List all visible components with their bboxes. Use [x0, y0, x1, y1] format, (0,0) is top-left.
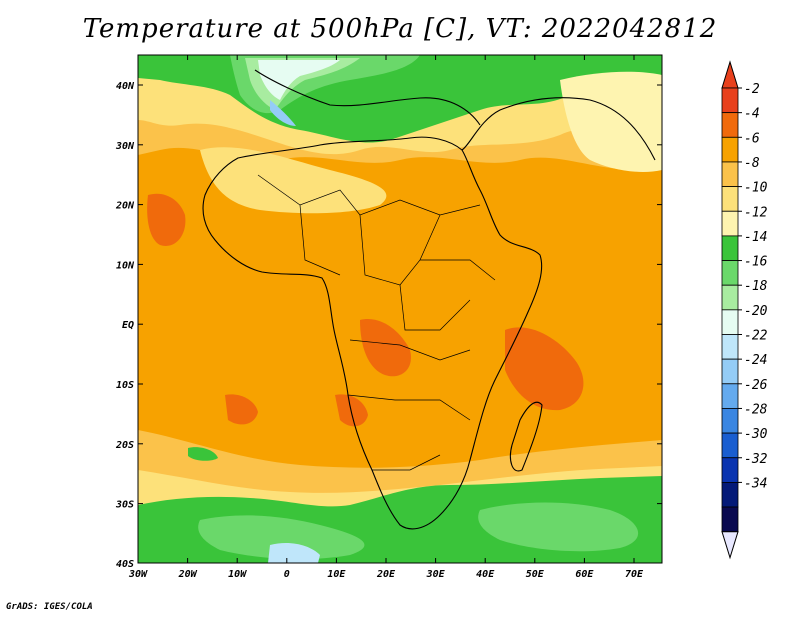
hot-spot-atlantic	[225, 394, 258, 425]
lat-label: EQ	[122, 320, 134, 331]
green-blob-atlantic	[188, 447, 218, 461]
arabia-coastline	[461, 97, 656, 161]
latitude-axis: 40N 30N 20N 10N EQ 10S 20S 30S 40S	[115, 81, 662, 570]
hot-spot-indian-ocean	[505, 327, 584, 411]
colorbar-label: -16	[744, 255, 768, 270]
colorbar-label: -26	[744, 378, 768, 393]
lat-label: 40S	[116, 559, 134, 570]
colorbar-segment	[721, 358, 739, 385]
coastlines	[202, 69, 656, 530]
map-title: Temperature at 500hPa [C], VT: 202204281…	[82, 14, 718, 44]
colorbar-label: -28	[744, 402, 768, 417]
lat-label: 30S	[115, 500, 134, 511]
band-blue-north	[270, 100, 296, 126]
colorbar-label: -24	[744, 353, 767, 368]
band-light-green-southeast	[478, 502, 639, 552]
band-light-blue-south	[268, 543, 320, 563]
lon-label: 50E	[526, 569, 545, 580]
colorbar-label: -32	[744, 452, 768, 467]
lon-label: 60E	[575, 569, 594, 580]
colorbar-label: -2	[744, 82, 760, 97]
colorbar-segment	[721, 235, 739, 261]
colorbar-segment	[721, 112, 739, 138]
colorbar-segment	[721, 136, 739, 163]
lon-label: 70E	[625, 569, 644, 580]
band-pale-blue-north	[258, 60, 340, 100]
colorbar-segment	[721, 334, 739, 360]
lon-label: 20E	[376, 569, 396, 580]
colorbar-segment	[721, 260, 739, 286]
lon-label: 10E	[327, 569, 346, 580]
band-pale-yellow-arabia	[560, 71, 662, 172]
lon-label: 0	[284, 569, 290, 580]
colorbar-label: -30	[744, 427, 768, 442]
madagascar-coastline	[509, 401, 543, 472]
lat-label: 30N	[115, 141, 135, 152]
colorbar-bottom-arrow	[721, 531, 739, 560]
africa-coastline	[202, 136, 543, 530]
colorbar-segment	[721, 210, 739, 237]
colorbar-label: -10	[744, 181, 768, 196]
lat-label: 10N	[116, 260, 135, 271]
mediterranean-coastline	[254, 69, 481, 126]
band-light-green-south	[198, 515, 365, 560]
colorbar-label: -20	[744, 304, 768, 319]
lon-label: 30W	[128, 569, 148, 580]
band-yellow-sahara	[200, 147, 387, 214]
longitude-axis: 30W 20W 10W 0 10E 20E 30E 40E 50E 60E 70E	[128, 55, 644, 580]
colorbar-label: -6	[744, 131, 760, 146]
colorbar-segment	[721, 457, 739, 483]
colorbar-segment	[721, 432, 739, 459]
lat-label: 20N	[115, 201, 135, 212]
colorbar-segment	[721, 408, 739, 434]
lat-label: 40N	[116, 81, 135, 92]
colorbar: -2 -4 -6 -8 -10 -12 -14 -16 -18 -20 -22 -24 -26 -28 -3…	[721, 60, 768, 560]
colorbar-segment	[721, 481, 739, 508]
colorbar-label: -8	[744, 156, 760, 171]
colorbar-segment	[721, 161, 739, 187]
colorbar-label: -22	[744, 329, 768, 344]
lon-label: 40E	[476, 569, 495, 580]
colorbar-segment	[721, 383, 739, 409]
country-borders	[257, 174, 496, 471]
temperature-field	[138, 55, 662, 563]
colorbar-top-arrow	[721, 60, 739, 89]
hot-spot-westafrica	[147, 193, 186, 246]
colorbar-label: -18	[744, 279, 768, 294]
colorbar-segment	[721, 506, 739, 533]
lat-label: 10S	[116, 380, 134, 391]
colorbar-label: -12	[744, 205, 768, 220]
colorbar-segment	[721, 284, 739, 311]
colorbar-label: -34	[744, 476, 767, 491]
grads-credit: GrADS: IGES/COLA	[6, 602, 93, 612]
lat-label: 20S	[115, 440, 134, 451]
lon-label: 10W	[228, 569, 247, 580]
hot-spot-central-africa	[360, 319, 411, 377]
plot-frame	[137, 54, 663, 564]
colorbar-label: -4	[744, 107, 760, 122]
colorbar-segment	[721, 186, 739, 212]
lon-label: 20W	[178, 569, 198, 580]
colorbar-label: -14	[744, 230, 767, 245]
lon-label: 30E	[426, 569, 446, 580]
colorbar-segment	[721, 309, 739, 335]
colorbar-segment	[721, 87, 739, 114]
